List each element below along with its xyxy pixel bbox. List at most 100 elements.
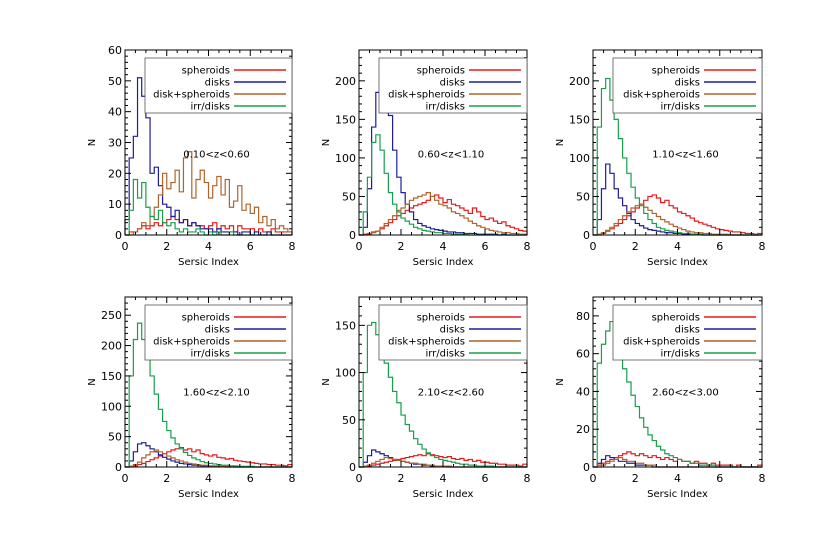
x-tick-label: 4 (440, 472, 447, 485)
x-tick-label: 2 (398, 240, 405, 253)
x-tick-label: 4 (205, 240, 212, 253)
y-tick-label: 100 (101, 400, 122, 413)
y-tick-label: 0 (583, 229, 590, 242)
x-tick-label: 0 (356, 240, 363, 253)
legend-label: irr/disks (190, 102, 230, 113)
redshift-range-label: 1.60<z<2.10 (183, 388, 250, 399)
y-tick-label: 100 (335, 367, 356, 380)
legend-label: disk+spheroids (153, 90, 230, 101)
x-tick-label: 8 (759, 240, 766, 253)
y-tick-label: 0 (349, 229, 356, 242)
y-tick-label: 150 (335, 319, 356, 332)
x-tick-label: 6 (247, 240, 254, 253)
y-tick-label: 10 (108, 198, 122, 211)
legend-label: spheroids (417, 313, 465, 324)
x-tick-label: 0 (590, 240, 597, 253)
legend-label: irr/disks (425, 102, 465, 113)
y-tick-label: 200 (569, 75, 590, 88)
x-tick-label: 2 (398, 472, 405, 485)
x-tick-label: 6 (247, 472, 254, 485)
legend-label: disks (675, 325, 700, 336)
legend-box (612, 57, 763, 114)
x-axis-label: Sersic Index (178, 489, 239, 500)
redshift-range-label: 0.60<z<1.10 (418, 149, 485, 160)
series-disk-spheroids-histogram (125, 151, 293, 236)
y-axis-label: N (555, 139, 566, 146)
legend-label: disks (440, 78, 465, 89)
y-tick-label: 0 (115, 229, 122, 242)
legend-label: spheroids (182, 66, 230, 77)
legend-box (612, 304, 763, 361)
y-tick-label: 200 (335, 75, 356, 88)
series-spheroids-histogram (593, 194, 763, 236)
y-tick-label: 50 (342, 190, 356, 203)
series-spheroids-histogram (359, 194, 528, 236)
legend-box (144, 304, 293, 361)
x-tick-label: 8 (759, 472, 766, 485)
legend-label: disk+spheroids (153, 337, 230, 348)
redshift-range-label: 2.10<z<2.60 (418, 388, 485, 399)
x-tick-label: 8 (289, 472, 296, 485)
x-axis-label: Sersic Index (413, 489, 474, 500)
legend-label: disk+spheroids (623, 337, 700, 348)
x-tick-label: 8 (524, 472, 531, 485)
legend-label: disks (205, 78, 230, 89)
y-axis-label: N (87, 139, 98, 146)
x-axis-label: Sersic Index (647, 489, 708, 500)
x-tick-label: 2 (632, 240, 639, 253)
y-axis-label: N (87, 378, 98, 385)
redshift-range-label: 0.10<z<0.60 (183, 149, 250, 160)
x-tick-label: 6 (482, 472, 489, 485)
x-tick-label: 6 (716, 240, 723, 253)
y-tick-label: 100 (569, 152, 590, 165)
legend-label: irr/disks (660, 102, 700, 113)
y-tick-label: 80 (576, 310, 590, 323)
x-tick-label: 8 (289, 240, 296, 253)
y-tick-label: 100 (335, 152, 356, 165)
x-axis-label: Sersic Index (413, 257, 474, 268)
series-spheroids-histogram (125, 446, 293, 468)
x-tick-label: 0 (122, 472, 129, 485)
x-tick-label: 4 (440, 240, 447, 253)
x-axis-label: Sersic Index (178, 257, 239, 268)
y-tick-label: 40 (108, 106, 122, 119)
x-tick-label: 2 (163, 472, 170, 485)
legend-label: irr/disks (425, 349, 465, 360)
series-disk-spheroids-histogram (593, 203, 762, 236)
series-spheroids-histogram (593, 451, 763, 468)
y-axis-label: N (321, 139, 332, 146)
y-tick-label: 40 (576, 385, 590, 398)
legend-label: disk+spheroids (623, 90, 700, 101)
y-tick-label: 200 (101, 340, 122, 353)
x-tick-label: 0 (356, 472, 363, 485)
redshift-range-label: 2.60<z<3.00 (652, 388, 719, 399)
y-tick-label: 20 (108, 167, 122, 180)
histogram-panel-2: 0 2 4 6 8 0 50 100 150 200 Sersic Index Nspheroidsd… (321, 49, 531, 268)
y-tick-label: 150 (335, 113, 356, 126)
redshift-range-label: 1.10<z<1.60 (652, 149, 719, 160)
legend-label: disks (440, 325, 465, 336)
x-tick-label: 4 (674, 472, 681, 485)
legend-label: spheroids (652, 66, 700, 77)
x-tick-label: 0 (590, 472, 597, 485)
x-tick-label: 6 (716, 472, 723, 485)
series-disk-spheroids-histogram (359, 192, 528, 236)
y-tick-label: 0 (115, 461, 122, 474)
histogram-panel-1: 0 2 4 6 8 0 10 20 30 40 50 60 Sersic Index Nspheroids… (87, 44, 296, 268)
legend-box (378, 57, 528, 114)
x-tick-label: 0 (122, 240, 129, 253)
x-tick-label: 8 (524, 240, 531, 253)
legend-label: spheroids (417, 66, 465, 77)
x-tick-label: 2 (163, 240, 170, 253)
x-tick-label: 6 (482, 240, 489, 253)
series-disks-histogram (124, 77, 292, 236)
x-tick-label: 4 (674, 240, 681, 253)
legend-label: spheroids (652, 313, 700, 324)
